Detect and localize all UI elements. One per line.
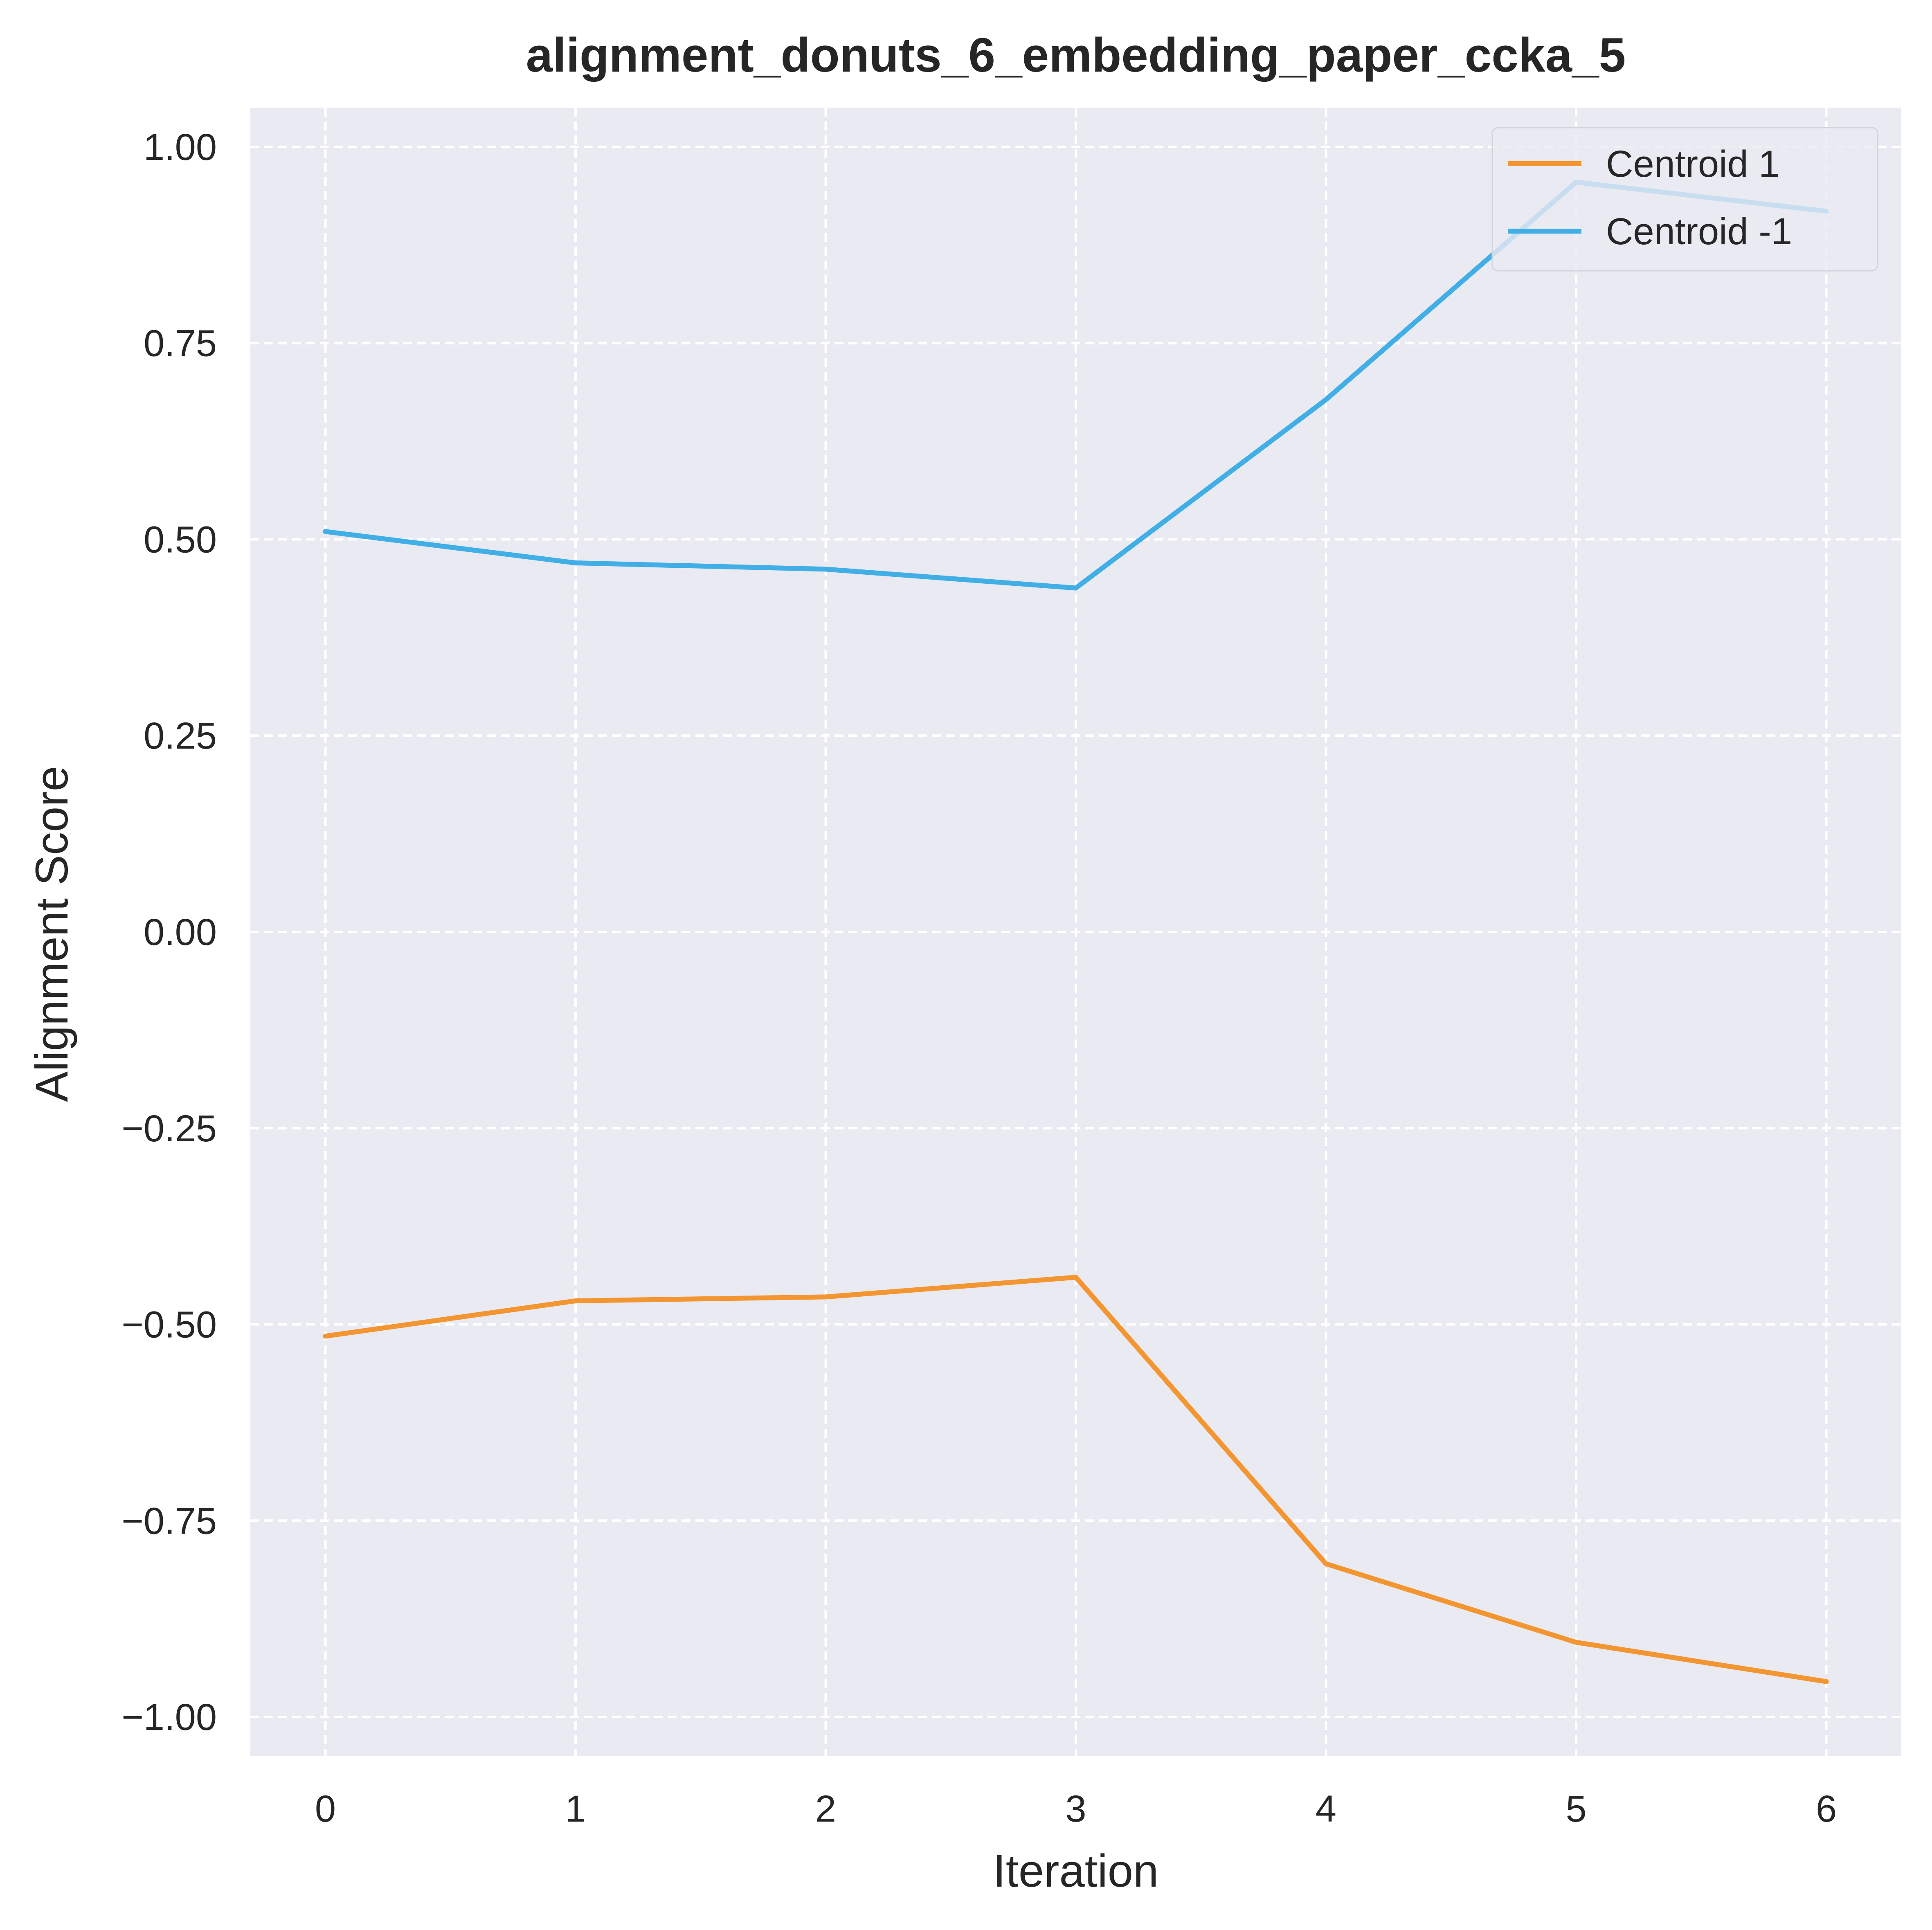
x-tick-label-4: 4: [1316, 1788, 1336, 1830]
chart-title: alignment_donuts_6_embedding_paper_ccka_…: [526, 28, 1626, 82]
x-tick-label-6: 6: [1816, 1788, 1837, 1830]
legend: Centroid 1 Centroid -1: [1491, 127, 1878, 272]
legend-label-1: Centroid -1: [1606, 211, 1792, 252]
y-tick-label-8: −1.00: [121, 1696, 217, 1738]
data-point-0-1: [575, 1300, 576, 1301]
x-tick-label-5: 5: [1565, 1788, 1586, 1830]
y-tick-label-4: 0.00: [144, 911, 217, 953]
y-axis-ticks: 1.00 0.75 0.50 0.25 0.00 −0.25 −0.50 −0.75 −1.00: [121, 126, 217, 1738]
legend-label-0: Centroid 1: [1606, 143, 1779, 185]
y-tick-label-6: −0.50: [121, 1304, 217, 1346]
y-tick-label-0: 1.00: [144, 126, 217, 168]
x-tick-label-0: 0: [315, 1788, 336, 1830]
data-point-0-3: [1075, 1277, 1076, 1278]
y-tick-label-5: −0.25: [121, 1108, 217, 1149]
data-point-0-6: [1826, 1681, 1827, 1682]
data-point-1-3: [1075, 587, 1076, 589]
data-point-1-1: [575, 562, 576, 564]
grid-lines: [250, 108, 1901, 1756]
x-axis-label: Iteration: [993, 1845, 1159, 1896]
y-tick-label-2: 0.50: [144, 519, 217, 560]
data-point-1-4: [1325, 399, 1327, 400]
y-tick-label-7: −0.75: [121, 1500, 217, 1542]
y-axis-label: Alignment Score: [26, 766, 77, 1102]
y-tick-label-3: 0.25: [144, 715, 217, 757]
x-axis-ticks: 0 1 2 3 4 5 6: [315, 1788, 1837, 1830]
x-tick-label-3: 3: [1065, 1788, 1086, 1830]
data-point-0-5: [1576, 1642, 1577, 1643]
x-tick-label-2: 2: [815, 1788, 836, 1830]
data-point-1-0: [325, 531, 326, 532]
x-tick-label-1: 1: [565, 1788, 586, 1830]
legend-box: [1491, 127, 1878, 272]
data-point-0-4: [1325, 1563, 1327, 1564]
data-point-0-2: [825, 1296, 826, 1298]
y-tick-label-1: 0.75: [144, 323, 217, 364]
